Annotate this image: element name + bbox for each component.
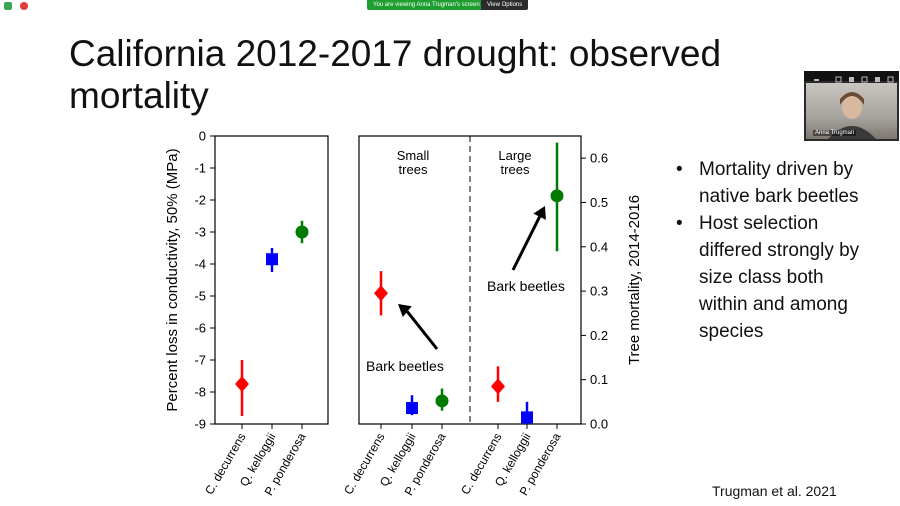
- bullet-item: Host selection differed strongly by size…: [672, 210, 872, 345]
- record-icon[interactable]: [20, 2, 28, 10]
- person-silhouette: [828, 92, 876, 139]
- category-label: C. decurrens: [458, 431, 504, 497]
- y-tick-label: 0: [199, 129, 206, 144]
- group-label: Small: [397, 148, 430, 163]
- marker-diamond: [491, 378, 505, 395]
- marker-square: [266, 253, 278, 266]
- y-tick-label: 0.3: [590, 284, 608, 299]
- y-tick-label: -6: [194, 321, 206, 336]
- app-icon[interactable]: [4, 2, 12, 10]
- y-tick-label: -4: [194, 257, 206, 272]
- y-axis-title: Percent loss in conductivity, 50% (MPa): [164, 148, 181, 411]
- marker-circle: [295, 225, 309, 239]
- y-tick-label: -3: [194, 225, 206, 240]
- top-bar: You are viewing Anna Trugman's screen Vi…: [0, 0, 900, 12]
- annotation-arrowhead: [533, 206, 546, 220]
- viewing-banner: You are viewing Anna Trugman's screen: [367, 0, 486, 10]
- annotation-arrowhead: [398, 304, 412, 318]
- plot-frame: [214, 135, 329, 425]
- group-label: trees: [501, 162, 530, 177]
- marker-diamond: [374, 285, 388, 302]
- y-tick-label: 0.5: [590, 195, 608, 210]
- y-tick-label: -5: [194, 289, 206, 304]
- y-tick-label: -2: [194, 193, 206, 208]
- y-tick-label: 0.4: [590, 239, 608, 254]
- y-tick-label: -8: [194, 385, 206, 400]
- participant-name: Anna Trugman: [813, 130, 857, 136]
- citation: Trugman et al. 2021: [712, 483, 837, 499]
- participant-video[interactable]: Anna Trugman: [804, 71, 899, 141]
- marker-circle: [550, 189, 564, 203]
- category-label: C. decurrens: [202, 431, 248, 497]
- group-label: Large: [498, 148, 531, 163]
- y-tick-label: -7: [194, 353, 206, 368]
- chart-conductivity: 0 -1 -2 -3 -4 -5 -6 -7 -8 -9 Percent loss in condu…: [164, 129, 329, 498]
- y-tick-label: -9: [194, 417, 206, 432]
- marker-square: [521, 411, 533, 424]
- annotation-label: Bark beetles: [366, 358, 444, 374]
- y-tick-label: -1: [194, 161, 206, 176]
- y-tick-label: 0.2: [590, 328, 608, 343]
- bullet-item: Mortality driven by native bark beetles: [672, 156, 872, 210]
- chart-mortality: 0.0 0.1 0.2 0.3 0.4 0.5 0.6 Tree mortality, 201…: [341, 135, 643, 498]
- video-toolbar[interactable]: [804, 71, 899, 83]
- y-tick-label: 0.0: [590, 417, 608, 432]
- marker-diamond: [235, 376, 249, 392]
- marker-circle: [435, 394, 449, 408]
- annotation-label: Bark beetles: [487, 278, 565, 294]
- y-tick-label: 0.1: [590, 372, 608, 387]
- video-frame: Anna Trugman: [806, 83, 897, 139]
- annotation-arrow: [406, 310, 439, 350]
- y-tick-label: 0.6: [590, 151, 608, 166]
- marker-square: [406, 402, 418, 415]
- slide-title: California 2012-2017 drought: observed m…: [69, 33, 722, 116]
- view-options-button[interactable]: View Options: [481, 0, 529, 10]
- y-axis-title: Tree mortality, 2014-2016: [626, 195, 643, 365]
- category-label: C. decurrens: [341, 431, 387, 497]
- bullet-list: Mortality driven by native bark beetles …: [672, 156, 872, 345]
- group-label: trees: [399, 162, 428, 177]
- annotation-arrow: [511, 216, 541, 271]
